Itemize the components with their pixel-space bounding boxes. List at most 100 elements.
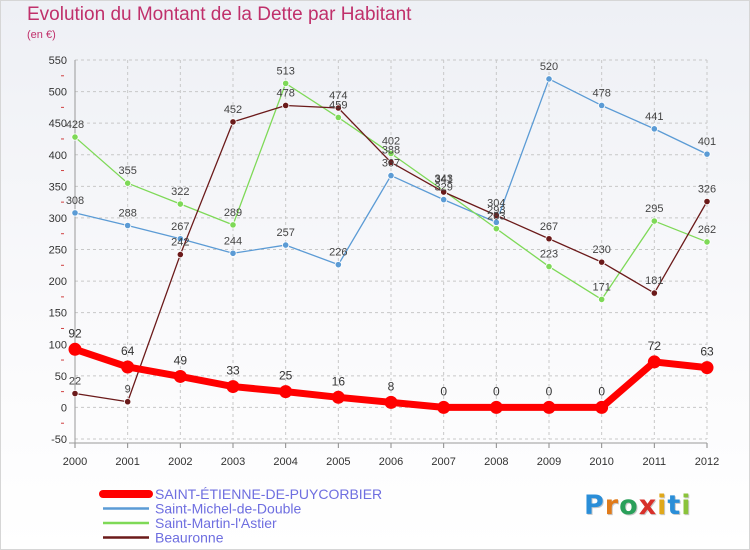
data-point bbox=[173, 369, 187, 383]
data-label: 223 bbox=[540, 249, 558, 261]
data-label: 171 bbox=[592, 281, 610, 293]
data-label: 0 bbox=[493, 384, 500, 398]
y-tick-label: 200 bbox=[49, 276, 67, 288]
data-point bbox=[440, 188, 448, 196]
data-label: 478 bbox=[276, 87, 294, 99]
data-label: 401 bbox=[698, 136, 716, 148]
data-label: 428 bbox=[66, 119, 84, 131]
data-label: 513 bbox=[276, 65, 294, 77]
data-point bbox=[542, 400, 556, 414]
data-point bbox=[595, 400, 609, 414]
data-point bbox=[282, 101, 290, 110]
data-point bbox=[545, 75, 553, 83]
data-label: 459 bbox=[329, 99, 347, 111]
data-label: 92 bbox=[68, 326, 82, 340]
data-label: 63 bbox=[700, 345, 714, 359]
logo-letter: t bbox=[667, 490, 682, 521]
data-point bbox=[121, 360, 135, 374]
data-point bbox=[387, 171, 395, 180]
series-lines bbox=[68, 75, 714, 414]
data-label: 341 bbox=[434, 174, 452, 186]
data-label: 289 bbox=[224, 207, 242, 219]
legend-label: Saint-Martin-l'Astier bbox=[155, 515, 277, 531]
data-point bbox=[71, 389, 79, 398]
x-tick-label: 2005 bbox=[326, 456, 350, 468]
data-label: 49 bbox=[174, 353, 188, 367]
x-tick-label: 2010 bbox=[589, 456, 613, 468]
x-tick-label: 2012 bbox=[695, 456, 719, 468]
data-label: 33 bbox=[226, 364, 240, 378]
y-tick-label: 250 bbox=[49, 245, 67, 257]
data-label: 0 bbox=[440, 384, 447, 398]
data-label: 293 bbox=[487, 204, 505, 216]
data-label: 520 bbox=[540, 61, 558, 73]
data-point bbox=[598, 258, 606, 266]
data-label: 262 bbox=[698, 224, 716, 236]
data-point bbox=[176, 235, 184, 243]
data-point bbox=[229, 118, 237, 126]
y-tick-label: 50 bbox=[55, 371, 67, 383]
x-tick-label: 2009 bbox=[537, 456, 561, 468]
data-label: 367 bbox=[382, 158, 400, 170]
data-point bbox=[124, 398, 132, 406]
chart-title: Evolution du Montant de la Dette par Hab… bbox=[27, 4, 412, 25]
data-point bbox=[229, 249, 237, 257]
data-labels: 308 288 267 244 257 226 367 329 293 520 478 441 401 4… bbox=[66, 61, 716, 398]
data-point bbox=[387, 149, 395, 158]
data-point bbox=[437, 400, 451, 414]
data-label: 16 bbox=[332, 374, 346, 388]
data-label: 181 bbox=[645, 275, 663, 287]
data-point bbox=[545, 235, 553, 243]
data-point bbox=[647, 355, 661, 369]
data-label: 0 bbox=[546, 384, 553, 398]
data-point bbox=[282, 79, 290, 87]
data-point bbox=[545, 262, 553, 271]
data-label: 22 bbox=[69, 376, 81, 388]
x-tick-label: 2002 bbox=[168, 456, 192, 468]
data-label: 355 bbox=[118, 165, 136, 177]
y-tick-label: 500 bbox=[49, 87, 67, 99]
data-point bbox=[331, 390, 345, 404]
data-point bbox=[489, 400, 503, 414]
x-tick-label: 2004 bbox=[273, 456, 297, 468]
data-label: 402 bbox=[382, 135, 400, 147]
data-point bbox=[650, 289, 658, 297]
data-label: 295 bbox=[645, 203, 663, 215]
data-label: 226 bbox=[329, 247, 347, 259]
data-point bbox=[492, 225, 500, 233]
logo-letter: r bbox=[604, 490, 620, 521]
data-label: 230 bbox=[592, 244, 610, 256]
data-point bbox=[598, 101, 606, 110]
data-label: 72 bbox=[648, 339, 662, 353]
data-point bbox=[650, 125, 658, 133]
logo-letter: x bbox=[638, 490, 658, 521]
data-point bbox=[440, 195, 448, 204]
data-label: 308 bbox=[66, 195, 84, 207]
y-tick-label: 100 bbox=[49, 339, 67, 351]
data-point bbox=[387, 158, 395, 166]
x-tick-label: 2008 bbox=[484, 456, 508, 468]
data-point bbox=[68, 342, 82, 356]
y-tick-label: 150 bbox=[49, 308, 67, 320]
data-label: 388 bbox=[382, 144, 400, 156]
legend-label: Beauronne bbox=[155, 530, 224, 546]
x-tick-label: 2011 bbox=[643, 456, 667, 468]
data-point bbox=[71, 133, 79, 141]
axes: -500501001502002503003504004505005502000… bbox=[49, 55, 720, 468]
proxiti-logo: Proxiti bbox=[584, 490, 692, 521]
logo-letter: i bbox=[657, 490, 668, 521]
data-point bbox=[71, 209, 79, 217]
logo-letter: P bbox=[584, 490, 605, 521]
y-tick-label: 300 bbox=[49, 213, 67, 225]
data-label: 64 bbox=[121, 344, 135, 358]
data-label: 288 bbox=[118, 207, 136, 219]
data-point bbox=[384, 395, 398, 409]
x-tick-label: 2006 bbox=[379, 456, 403, 468]
x-tick-label: 2000 bbox=[63, 456, 87, 468]
data-label: 322 bbox=[171, 186, 189, 198]
data-point bbox=[226, 380, 240, 394]
y-tick-label: 0 bbox=[61, 402, 67, 414]
legend-label: Saint-Michel-de-Double bbox=[155, 501, 302, 517]
data-point bbox=[492, 211, 500, 219]
